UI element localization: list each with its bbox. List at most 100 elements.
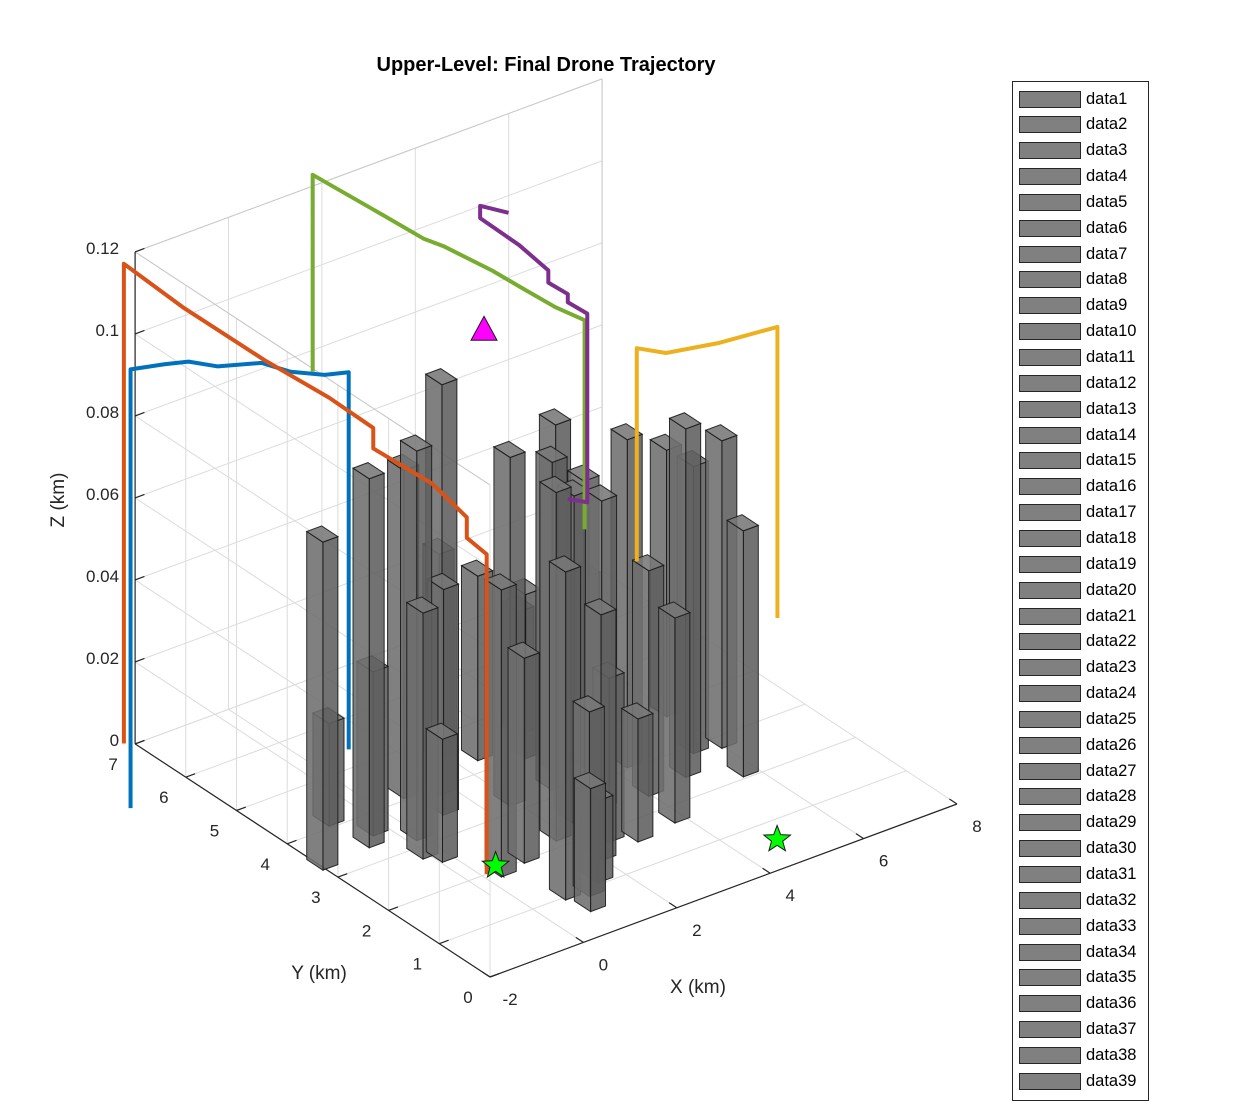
legend-swatch: [1019, 1046, 1081, 1064]
legend-label: data6: [1086, 218, 1128, 237]
building: [657, 601, 691, 825]
building-face: [726, 514, 760, 532]
building-face: [368, 472, 385, 849]
legend-swatch: [1019, 142, 1081, 160]
building-face: [583, 598, 618, 616]
legend-swatch: [1019, 1021, 1081, 1039]
legend-label: data31: [1086, 865, 1137, 883]
legend-swatch: [1019, 271, 1081, 289]
legend-item: data12: [1019, 373, 1136, 393]
legend-label: data14: [1086, 425, 1137, 444]
building-face: [523, 652, 540, 864]
y-tick-mark: [439, 939, 449, 945]
y-axis-label: Y (km): [291, 963, 347, 984]
legend-label: data20: [1086, 580, 1137, 599]
legend-swatch: [1019, 969, 1081, 987]
start-marker: [480, 850, 511, 879]
building-face: [351, 462, 386, 480]
grid-line: [134, 160, 603, 335]
building-face: [426, 572, 460, 591]
x-tick-mark: [762, 867, 771, 874]
legend-label: data23: [1086, 658, 1137, 677]
building-face: [548, 555, 582, 573]
legend-label: data2: [1086, 115, 1128, 134]
legend-label: data16: [1086, 477, 1137, 496]
legend-item: data17: [1019, 503, 1136, 523]
building: [305, 525, 339, 872]
z-tick-label: 0.08: [86, 403, 119, 422]
trajectory-line: [121, 261, 489, 875]
building-face: [441, 733, 458, 864]
z-tick-mark: [134, 329, 145, 335]
legend-item: data18: [1019, 528, 1136, 548]
legend-swatch: [1019, 1072, 1081, 1090]
legend-label: data29: [1086, 813, 1137, 832]
legend-swatch: [1019, 943, 1081, 961]
legend-item: data8: [1019, 270, 1127, 290]
legend-label: data36: [1086, 994, 1137, 1013]
x-tick-label: 0: [599, 955, 608, 974]
y-tick-label: 2: [362, 921, 371, 940]
z-tick-label: 0.12: [86, 239, 119, 258]
building-layer: [305, 368, 760, 913]
trajectory-line: [128, 359, 351, 809]
legend-swatch: [1019, 762, 1081, 780]
legend-label: data15: [1086, 451, 1137, 470]
z-tick-label: 0.02: [86, 649, 119, 668]
target-marker: [470, 315, 498, 341]
legend-label: data33: [1086, 916, 1137, 935]
legend-swatch: [1019, 529, 1081, 547]
grid-line: [134, 242, 603, 417]
legend-label: data8: [1086, 270, 1128, 289]
building-face: [631, 554, 665, 572]
legend-item: data28: [1019, 787, 1136, 807]
legend-item: data13: [1019, 399, 1136, 419]
chart-title: Upper-Level: Final Drone Trajectory: [377, 54, 717, 76]
z-tick-mark: [134, 657, 145, 663]
building-face: [425, 727, 443, 864]
legend: data1 data2 data3 data4 data5 data6 data7 data8…: [1012, 81, 1149, 1101]
y-tick-label: 6: [159, 788, 168, 807]
building-face: [620, 702, 654, 720]
legend-swatch: [1019, 891, 1081, 909]
legend-item: data19: [1019, 554, 1136, 574]
legend-item: data15: [1019, 451, 1136, 471]
legend-swatch: [1019, 116, 1081, 134]
legend-label: data35: [1086, 968, 1137, 987]
legend-item: data21: [1019, 606, 1136, 626]
legend-swatch: [1019, 245, 1081, 263]
legend-swatch: [1019, 193, 1081, 211]
building-face: [705, 429, 723, 750]
grid-line: [134, 324, 603, 499]
legend-label: data9: [1086, 296, 1128, 315]
legend-swatch: [1019, 736, 1081, 754]
legend-item: data36: [1019, 994, 1136, 1014]
z-tick-label: 0.1: [95, 321, 119, 340]
y-tick-mark: [286, 839, 297, 845]
building-face: [590, 782, 607, 913]
legend-label: data18: [1086, 528, 1137, 547]
marker-layer: [470, 315, 792, 879]
legend-label: data5: [1086, 192, 1128, 211]
x-axis-label: X (km): [670, 977, 726, 998]
legend-swatch: [1019, 866, 1081, 883]
z-tick-label: 0.04: [86, 567, 119, 586]
building-face: [492, 440, 527, 459]
legend-swatch: [1019, 633, 1081, 651]
x-tick-mark: [855, 833, 864, 840]
building-face: [483, 573, 518, 591]
x-tick-mark: [482, 971, 491, 978]
z-axis-label: Z (km): [48, 473, 69, 528]
legend-swatch: [1019, 840, 1081, 858]
y-tick-mark: [388, 906, 399, 911]
legend-label: data1: [1086, 89, 1128, 108]
legend-item: data6: [1019, 218, 1127, 238]
legend-label: data25: [1086, 709, 1137, 728]
legend-label: data27: [1086, 761, 1137, 780]
grid-line: [439, 770, 907, 945]
building: [620, 702, 654, 843]
legend-label: data32: [1086, 890, 1137, 909]
legend-label: data17: [1086, 503, 1137, 522]
legend-label: data30: [1086, 839, 1137, 858]
building-face: [460, 564, 479, 762]
